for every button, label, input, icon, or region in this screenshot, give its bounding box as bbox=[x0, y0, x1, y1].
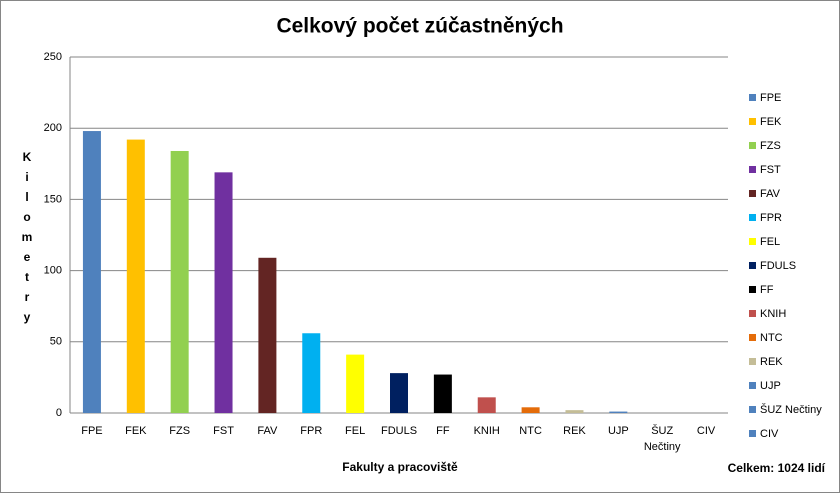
legend-swatch bbox=[749, 262, 756, 269]
annotation: Celkem: 1024 lidí bbox=[728, 461, 826, 475]
legend-label: FF bbox=[760, 284, 774, 296]
bar bbox=[302, 333, 321, 413]
x-tick-label: FST bbox=[213, 425, 234, 437]
legend-label: FPE bbox=[760, 92, 781, 104]
y-tick-label: 50 bbox=[50, 336, 62, 348]
legend-label: FST bbox=[760, 164, 781, 176]
legend-swatch bbox=[749, 118, 756, 125]
legend-label: CIV bbox=[760, 428, 779, 440]
legend-swatch bbox=[749, 190, 756, 197]
bar bbox=[346, 354, 365, 413]
legend-swatch bbox=[749, 238, 756, 245]
bar bbox=[258, 257, 277, 413]
bar bbox=[433, 374, 452, 413]
x-tick-label: REK bbox=[563, 425, 586, 437]
x-tick-label: FPR bbox=[300, 425, 323, 437]
legend-swatch bbox=[749, 310, 756, 317]
x-tick-label: NTC bbox=[519, 425, 542, 437]
x-tick-label: FF bbox=[436, 425, 450, 437]
bar bbox=[609, 411, 628, 413]
legend-swatch bbox=[749, 358, 756, 365]
legend-label: FZS bbox=[760, 140, 781, 152]
x-tick-label: UJP bbox=[607, 425, 629, 437]
legend-label: ŠUZ Nečtiny bbox=[760, 403, 822, 416]
x-axis-title: Fakulty a pracoviště bbox=[342, 460, 458, 474]
x-tick-label: FEL bbox=[345, 425, 366, 437]
bar bbox=[477, 397, 496, 413]
legend-label: FPR bbox=[760, 212, 782, 224]
y-tick-label: 0 bbox=[56, 407, 62, 419]
legend-label: REK bbox=[760, 356, 783, 368]
legend-label: FDULS bbox=[760, 260, 796, 272]
legend-swatch bbox=[749, 94, 756, 101]
legend-label: FAV bbox=[760, 188, 781, 200]
legend-label: KNIH bbox=[760, 308, 786, 320]
y-tick-label: 200 bbox=[44, 122, 62, 134]
y-tick-label: 100 bbox=[44, 265, 62, 277]
x-tick-label: FEK bbox=[125, 425, 147, 437]
legend-swatch bbox=[749, 286, 756, 293]
x-tick-label: CIV bbox=[696, 425, 716, 437]
x-tick-label: KNIH bbox=[473, 425, 500, 437]
legend-swatch bbox=[749, 430, 756, 437]
bar bbox=[521, 407, 540, 413]
legend-swatch bbox=[749, 382, 756, 389]
x-tick-label: ŠUZ Nečtiny bbox=[643, 425, 681, 453]
bar bbox=[170, 150, 189, 413]
legend-swatch bbox=[749, 166, 756, 173]
bar bbox=[82, 131, 101, 413]
legend-swatch bbox=[749, 142, 756, 149]
x-tick-label: FZS bbox=[169, 425, 191, 437]
legend-label: FEL bbox=[760, 236, 780, 248]
x-tick-label: FAV bbox=[257, 425, 278, 437]
legend-label: UJP bbox=[760, 380, 781, 392]
y-axis-title: Kilometry bbox=[20, 150, 34, 330]
legend-swatch bbox=[749, 214, 756, 221]
bar bbox=[214, 172, 233, 413]
legend-label: NTC bbox=[760, 332, 783, 344]
chart-title: Celkový počet zúčastněných bbox=[276, 15, 563, 38]
y-tick-label: 250 bbox=[44, 51, 62, 63]
x-tick-label: FDULS bbox=[380, 425, 418, 437]
bar bbox=[390, 373, 408, 413]
bar bbox=[565, 410, 584, 413]
legend-swatch bbox=[749, 334, 756, 341]
bar bbox=[126, 139, 145, 414]
y-tick-label: 150 bbox=[44, 193, 62, 205]
x-tick-label: FPE bbox=[81, 425, 103, 437]
legend-swatch bbox=[749, 406, 756, 413]
legend-label: FEK bbox=[760, 116, 782, 128]
